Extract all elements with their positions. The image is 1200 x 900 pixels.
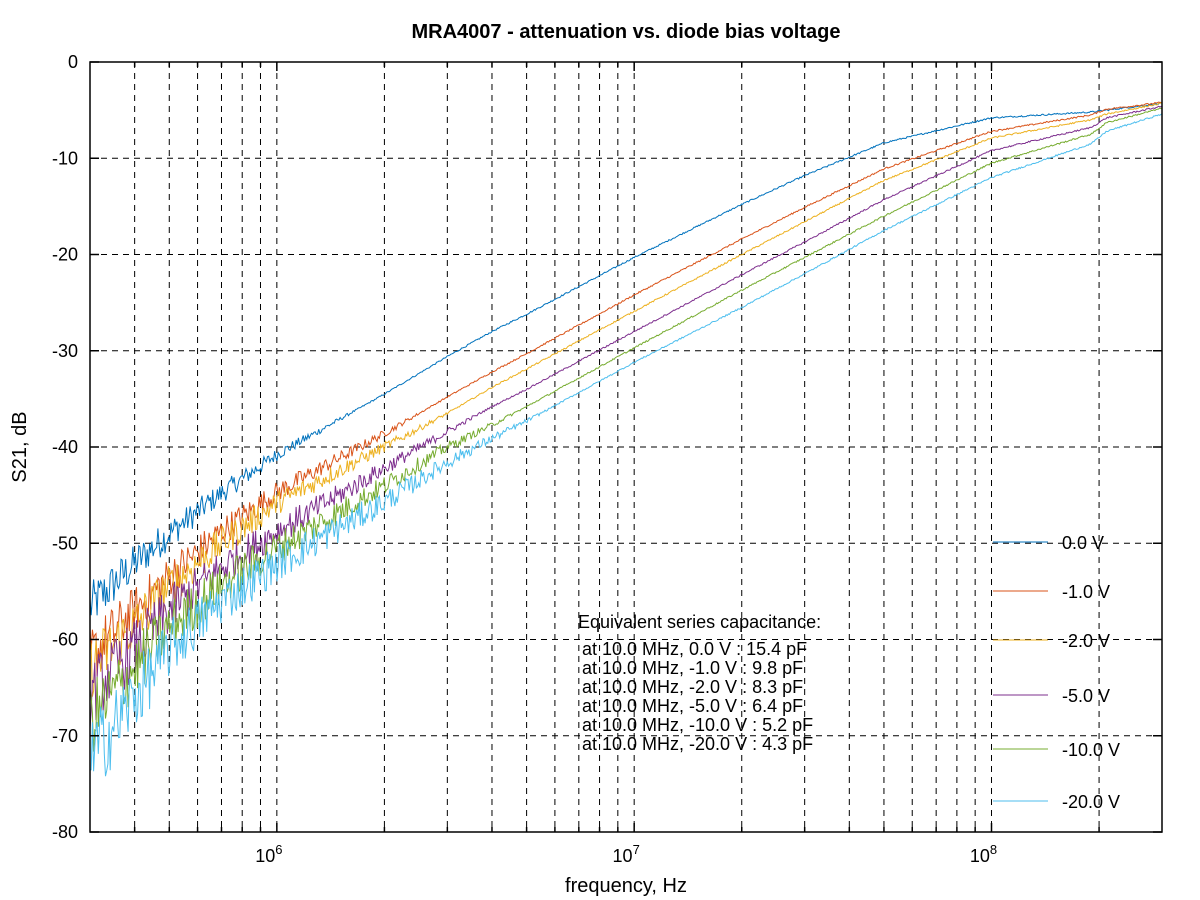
legend-label: -10.0 V [1062,740,1120,760]
series-line [89,113,1163,777]
legend-item: -20.0 V [993,792,1120,812]
series-layer [89,101,1163,777]
annotation-line: at 10.0 MHz, -2.0 V : 8.3 pF [582,677,803,697]
chart-title: MRA4007 - attenuation vs. diode bias vol… [412,21,841,43]
y-axis-label: S21, dB [9,411,31,482]
legend-label: -1.0 V [1062,582,1110,602]
legend: 0.0 V -1.0 V -2.0 V -5.0 V -10.0 V -20.0 V [993,533,1120,812]
series-line [89,107,1163,752]
legend-label: -5.0 V [1062,686,1110,706]
series-line [89,101,1163,676]
legend-item: -2.0 V [993,631,1110,651]
ticks: 0 -10 -20 -30 -40 -50 -60 -70 -80 106 107 108 [52,52,1162,866]
series-line [89,105,1163,729]
y-tick-label: -20 [52,245,78,265]
legend-item: 0.0 V [993,533,1104,553]
y-tick-label: -50 [52,533,78,553]
legend-label: -2.0 V [1062,631,1110,651]
annotation-line: at 10.0 MHz, -1.0 V : 9.8 pF [582,658,803,678]
x-tick-label: 107 [613,842,640,866]
series-line [89,102,1163,697]
legend-item: -10.0 V [993,740,1120,760]
annotation-heading: Equivalent series capacitance: [578,612,821,632]
x-tick-label: 108 [970,842,997,866]
capacitance-annotation: Equivalent series capacitance: at 10.0 M… [578,612,821,754]
legend-item: -5.0 V [993,686,1110,706]
y-tick-label: -40 [52,437,78,457]
annotation-line: at 10.0 MHz, 0.0 V : 15.4 pF [582,639,807,659]
y-tick-label: -10 [52,148,78,168]
y-tick-label: 0 [68,52,78,72]
series-line [89,102,1163,616]
legend-item: -1.0 V [993,582,1110,602]
y-tick-label: -30 [52,341,78,361]
y-tick-label: -60 [52,630,78,650]
y-tick-label: -70 [52,726,78,746]
annotation-line: at 10.0 MHz, -10.0 V : 5.2 pF [582,715,813,735]
legend-label: 0.0 V [1062,533,1104,553]
annotation-line: at 10.0 MHz, -5.0 V : 6.4 pF [582,696,803,716]
y-tick-label: -80 [52,822,78,842]
legend-label: -20.0 V [1062,792,1120,812]
x-tick-label: 106 [255,842,282,866]
annotation-line: at 10.0 MHz, -20.0 V : 4.3 pF [582,734,813,754]
x-axis-label: frequency, Hz [565,875,687,897]
